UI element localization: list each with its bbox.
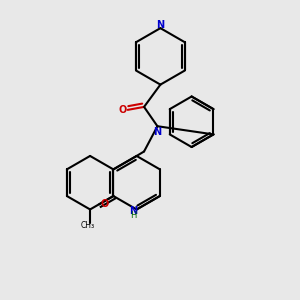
Text: O: O [118, 105, 127, 115]
Text: N: N [153, 127, 161, 137]
Text: O: O [100, 199, 109, 209]
Text: H: H [130, 212, 136, 220]
Text: N: N [156, 20, 164, 30]
Text: CH₃: CH₃ [81, 221, 95, 230]
Text: N: N [129, 206, 137, 216]
